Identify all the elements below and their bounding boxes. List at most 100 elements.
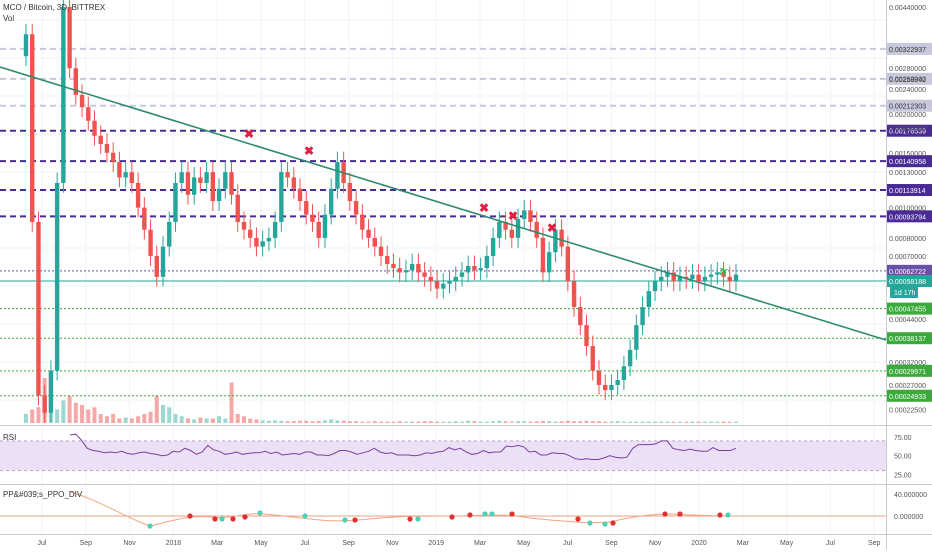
volume-bar <box>210 418 215 423</box>
candle <box>715 272 720 275</box>
volume-bar <box>727 421 732 423</box>
volume-bar <box>416 421 421 423</box>
candle <box>559 229 564 247</box>
volume-bar <box>671 421 676 423</box>
candle <box>297 188 303 202</box>
ppo-divergence-dot <box>449 514 455 520</box>
volume-bar <box>603 421 608 423</box>
ppo-divergence-dot <box>187 513 193 519</box>
x-marker: ✖ <box>547 221 557 235</box>
ppo-divergence-dot <box>717 512 723 518</box>
price-tick-label: 0.00280000 <box>889 66 926 73</box>
volume-bar <box>179 416 184 423</box>
price-line-label: 0.00058188 <box>889 279 926 286</box>
candle <box>260 241 265 247</box>
candle <box>453 276 458 282</box>
volume-bar <box>702 421 707 423</box>
volume-bar <box>478 421 483 423</box>
candle <box>210 172 216 202</box>
candle <box>690 274 695 280</box>
ppo-divergence-dot <box>489 511 495 517</box>
candle <box>528 210 533 222</box>
price-tick-label: 0.00200000 <box>889 112 926 119</box>
volume-bar <box>129 418 134 423</box>
price-line-label-bg <box>887 184 932 197</box>
price-line-label: 0.00322937 <box>889 47 926 54</box>
volume-bar <box>435 421 440 423</box>
volume-bar <box>572 421 577 423</box>
volume-bar <box>329 419 334 423</box>
volume-bar <box>273 420 278 423</box>
volume-bar <box>428 421 433 423</box>
volume-bar <box>279 420 284 423</box>
candle <box>129 172 135 183</box>
candle <box>254 237 259 247</box>
price-line-label: 0.00093794 <box>889 214 926 221</box>
candle <box>515 218 521 238</box>
x-axis-label: May <box>254 540 268 547</box>
price-axis-ticks: 0.00440000 0.00280000 0.00260000 0.00240000… <box>889 5 926 415</box>
volume-bar <box>509 421 514 423</box>
x-marker: ✖ <box>508 209 518 223</box>
volume-bar <box>298 420 303 423</box>
volume-bar <box>466 420 471 423</box>
candle <box>447 281 452 284</box>
candle <box>191 177 197 195</box>
candle <box>603 384 608 391</box>
volume-bar <box>565 420 570 423</box>
ppo-label-name: PPO_DIV <box>47 490 83 499</box>
volume-bar <box>410 421 415 423</box>
volume-bar <box>366 421 371 423</box>
price-tick-label: 0.00032000 <box>889 360 926 367</box>
candle <box>671 272 676 282</box>
volume-bar <box>304 420 309 423</box>
candle <box>609 384 614 391</box>
candle <box>478 268 483 271</box>
price-tick-label: 0.00100000 <box>889 206 926 213</box>
candle <box>522 210 527 219</box>
volume-bar <box>67 396 72 423</box>
trendline <box>0 66 887 341</box>
rsi-tick-label: 50.00 <box>894 454 912 461</box>
x-axis-label: Sep <box>342 540 355 547</box>
ppo-divergence-dot <box>302 513 308 519</box>
candle <box>285 172 290 178</box>
ppo-divergence-dot <box>407 516 413 522</box>
candle <box>241 221 247 230</box>
candle <box>665 272 670 277</box>
candle <box>640 307 645 326</box>
price-line-label-bg <box>887 332 932 345</box>
candle <box>584 325 589 347</box>
volume-bar <box>459 421 464 423</box>
rsi-tick-label: 75.00 <box>894 435 912 442</box>
volume-bar <box>86 409 91 423</box>
volume-bar <box>596 421 601 423</box>
rsi-band <box>0 440 886 471</box>
volume-bar <box>354 421 359 423</box>
candle <box>316 221 321 238</box>
price-tick-label: 0.00260000 <box>889 76 926 83</box>
volume-bar <box>677 421 682 423</box>
x-axis-label: 2018 <box>166 540 182 547</box>
volume-bar <box>709 421 714 423</box>
volume-bar <box>578 421 583 423</box>
price-line-label: 0.00176539 <box>889 129 926 136</box>
volume-bar <box>540 420 545 423</box>
volume-bar <box>335 420 340 423</box>
volume-bar <box>235 414 240 423</box>
candle <box>553 229 558 253</box>
candle <box>378 246 384 256</box>
volume-bar <box>472 421 477 423</box>
candle <box>110 152 116 163</box>
candle <box>92 120 97 136</box>
candle <box>422 272 427 277</box>
volume-bar <box>73 402 78 423</box>
volume-bar <box>385 421 390 423</box>
candle <box>721 272 726 277</box>
volume-bar <box>684 421 689 423</box>
ppo-label-prefix: PP&#039;s <box>3 490 44 499</box>
candle <box>615 380 620 385</box>
volume-bar <box>379 421 383 423</box>
